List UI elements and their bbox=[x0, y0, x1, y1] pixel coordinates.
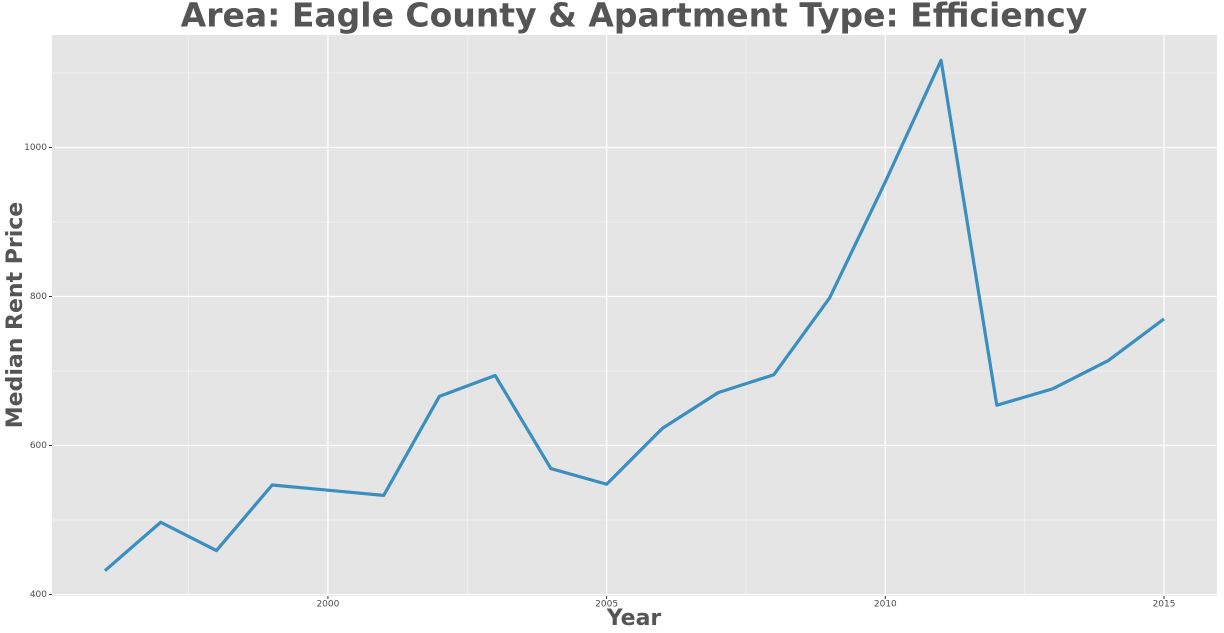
x-tick-label: 2015 bbox=[1153, 600, 1176, 610]
y-tick-label: 800 bbox=[30, 292, 47, 302]
y-tick-label: 400 bbox=[30, 590, 47, 600]
x-tick-label: 2010 bbox=[874, 600, 897, 610]
x-tick-label: 2005 bbox=[595, 600, 618, 610]
y-tick-label: 600 bbox=[30, 441, 47, 451]
x-axis-title: Year bbox=[606, 606, 662, 631]
marks bbox=[103, 58, 1166, 572]
y-tick-label: 1000 bbox=[24, 143, 47, 153]
chart-title: Area: Eagle County & Apartment Type: Eff… bbox=[181, 0, 1088, 35]
panel bbox=[52, 35, 1217, 596]
grid bbox=[52, 35, 1217, 596]
data-line bbox=[103, 58, 1166, 572]
y-axis-title: Median Rent Price bbox=[3, 202, 28, 428]
x-tick-label: 2000 bbox=[316, 600, 339, 610]
